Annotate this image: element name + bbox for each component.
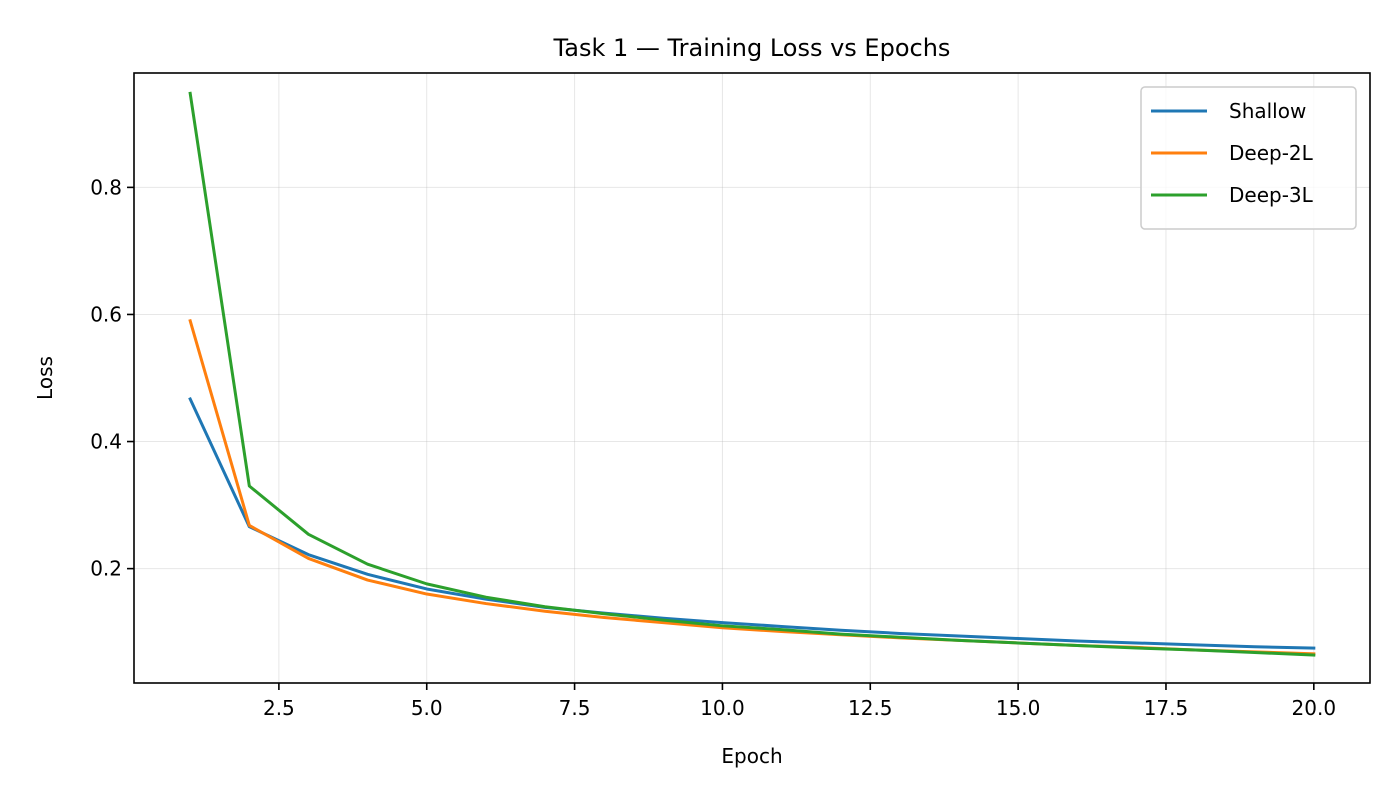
x-tick-label: 15.0 (996, 696, 1041, 720)
plot-frame (133, 72, 1371, 684)
legend: Shallow Deep-2L Deep-3L (1140, 86, 1357, 230)
y-tick-label: 0.8 (90, 175, 122, 199)
chart-title: Task 1 — Training Loss vs Epochs (553, 34, 951, 62)
y-tick-label: 0.4 (90, 430, 122, 454)
legend-label: Deep-3L (1229, 183, 1314, 207)
series-lines (188, 91, 1316, 657)
x-axis-label: Epoch (721, 744, 782, 768)
x-tick-label: 10.0 (700, 696, 745, 720)
x-tick-label: 20.0 (1292, 696, 1337, 720)
x-tick-label: 7.5 (559, 696, 591, 720)
x-tick-label: 17.5 (1144, 696, 1189, 720)
y-tick-label: 0.6 (90, 302, 122, 326)
legend-label: Shallow (1229, 99, 1306, 123)
legend-label: Deep-2L (1229, 141, 1314, 165)
series-line-shallow (188, 396, 1316, 650)
axis-ticks: 2.5 5.0 7.5 10.0 12.5 15.0 17.5 20.0 0.2 0.4 0.6 0.… (90, 175, 1336, 720)
y-tick-label: 0.2 (90, 557, 122, 581)
series-line-deep-3l (188, 91, 1316, 657)
y-axis-label: Loss (33, 356, 57, 400)
x-tick-label: 2.5 (263, 696, 295, 720)
x-tick-label: 12.5 (848, 696, 893, 720)
x-tick-label: 5.0 (411, 696, 443, 720)
